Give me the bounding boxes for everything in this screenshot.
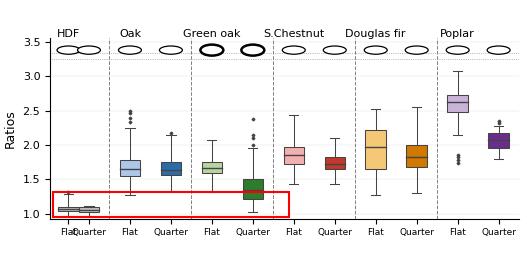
Text: Douglas fir: Douglas fir: [346, 29, 406, 39]
Bar: [58, 207, 79, 211]
Ellipse shape: [282, 46, 305, 54]
Ellipse shape: [77, 46, 101, 54]
Text: HDF: HDF: [57, 29, 80, 39]
Ellipse shape: [160, 46, 182, 54]
Ellipse shape: [119, 46, 141, 54]
Ellipse shape: [405, 46, 428, 54]
Bar: [284, 147, 304, 164]
Text: Oak: Oak: [119, 29, 141, 39]
Bar: [325, 157, 345, 169]
Bar: [447, 95, 468, 112]
Ellipse shape: [364, 46, 387, 54]
Bar: [120, 160, 140, 176]
Ellipse shape: [241, 45, 265, 56]
Bar: [489, 133, 509, 148]
Bar: [406, 145, 427, 167]
Ellipse shape: [200, 45, 223, 56]
Bar: [202, 162, 222, 173]
Ellipse shape: [487, 46, 510, 54]
Bar: [53, 192, 289, 217]
Bar: [366, 130, 386, 169]
Bar: [161, 162, 181, 175]
Ellipse shape: [446, 46, 469, 54]
Text: S.Chestnut: S.Chestnut: [263, 29, 325, 39]
Bar: [79, 207, 99, 212]
Y-axis label: Ratios: Ratios: [4, 109, 17, 148]
Text: Poplar: Poplar: [440, 29, 475, 39]
Ellipse shape: [57, 46, 80, 54]
Ellipse shape: [323, 46, 346, 54]
Text: Green oak: Green oak: [183, 29, 241, 39]
Bar: [242, 179, 263, 199]
